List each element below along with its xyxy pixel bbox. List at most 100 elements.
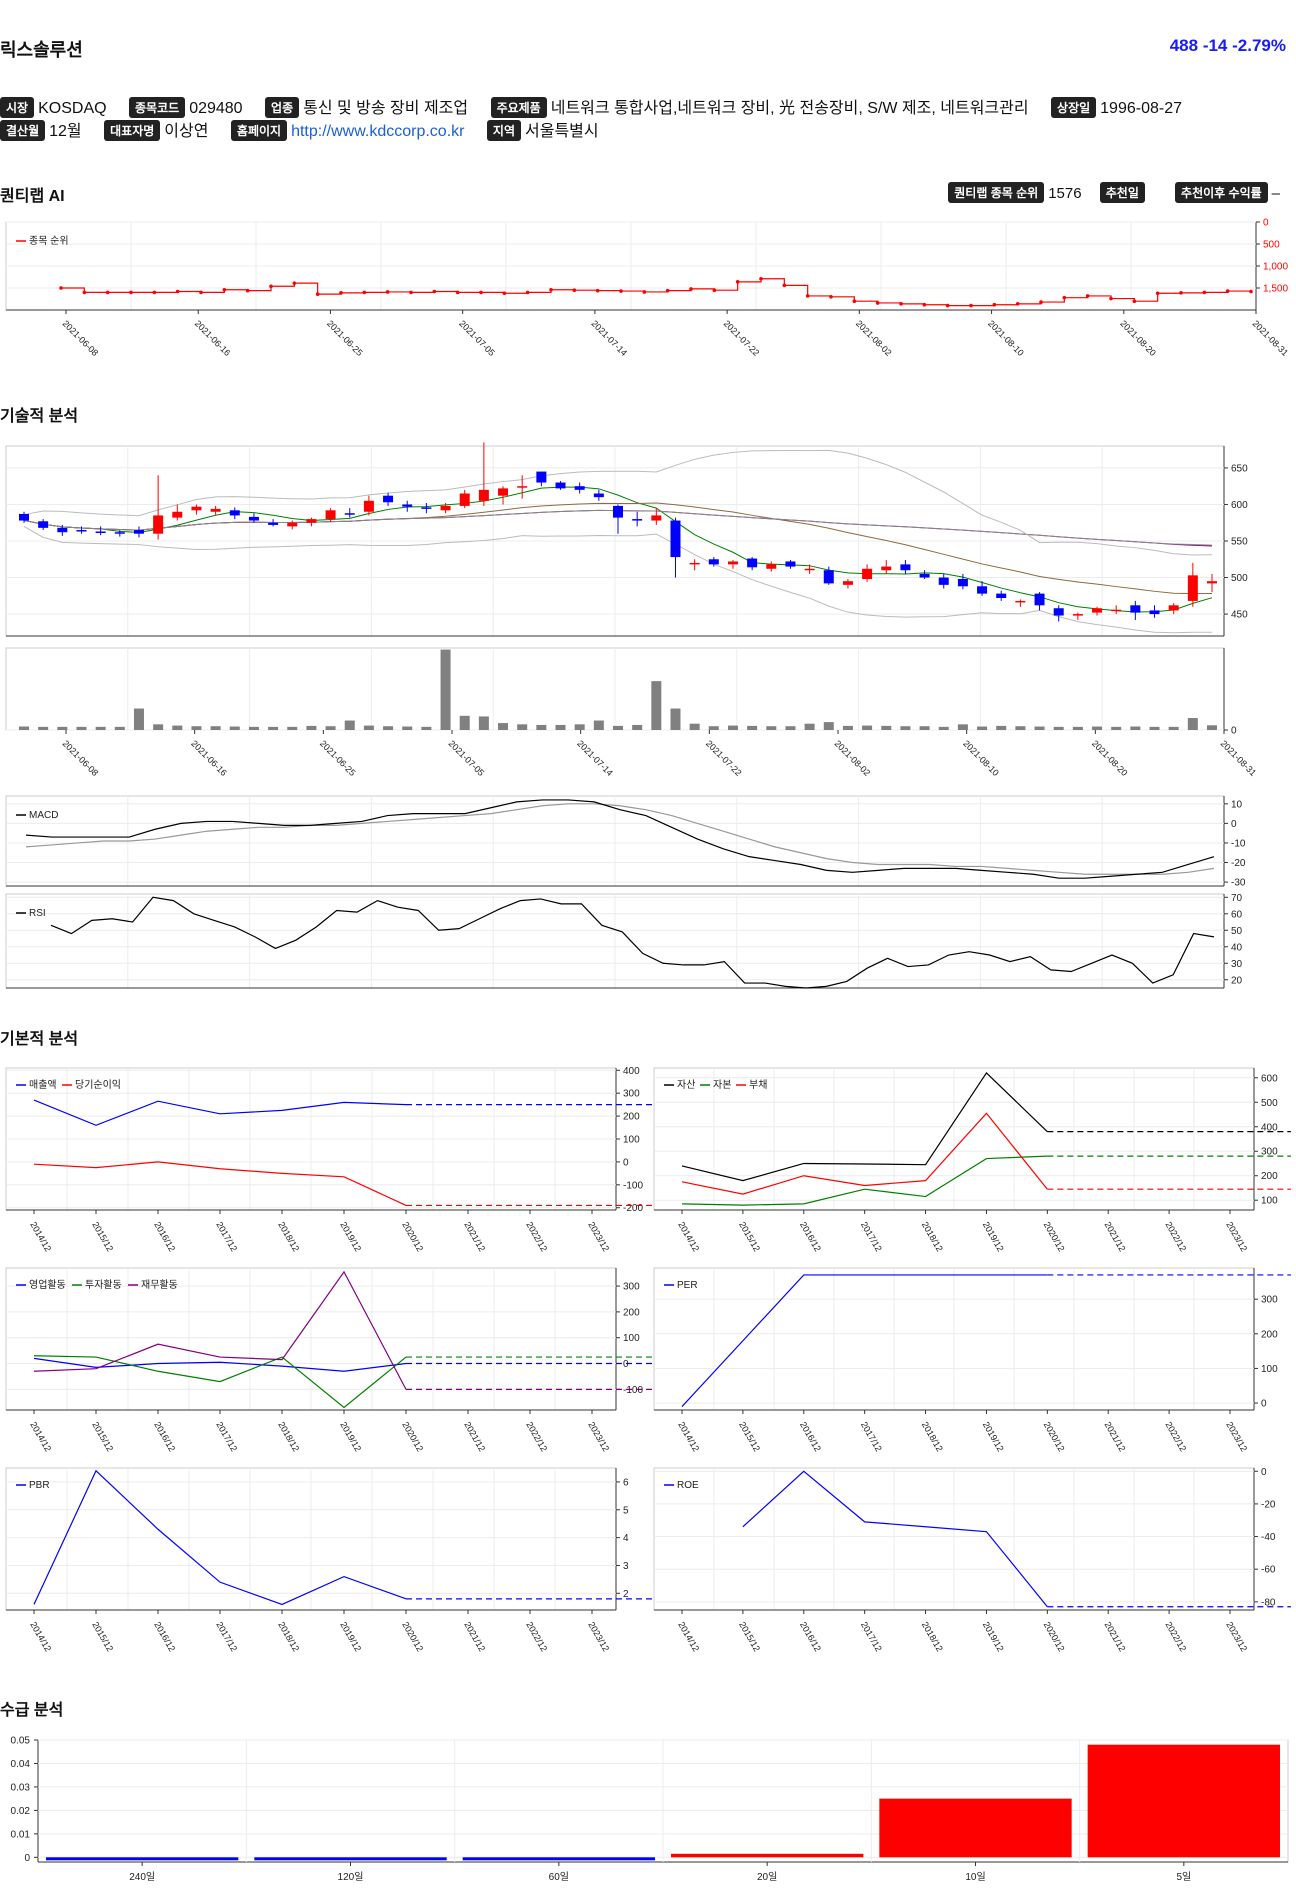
rank-point — [1085, 294, 1090, 298]
pbr-chart-ytick-label: 6 — [623, 1477, 629, 1488]
volume-chart-xtick-label: 2021-07-22 — [704, 738, 744, 778]
pbr-xtick-label: 2016/12 — [152, 1620, 177, 1653]
pbr-xtick-label: 2019/12 — [338, 1620, 363, 1653]
price-band-upper-line — [23, 449, 1213, 556]
candle-body — [1034, 593, 1045, 606]
pbr-xtick-label: 2020/12 — [400, 1620, 425, 1653]
rsi-chart-ytick-label: 30 — [1231, 959, 1243, 970]
candle-body — [1072, 614, 1083, 616]
rank-point — [292, 281, 297, 285]
candle-body — [133, 530, 144, 534]
ceo-label: 대표자명 — [104, 120, 161, 141]
financials-series-당기순이익-line — [33, 1161, 407, 1206]
rank-chart-ytick-label: 1,500 — [1263, 284, 1288, 295]
candle-body — [747, 558, 758, 568]
homepage-link[interactable]: http://www.kdccorp.co.kr — [291, 123, 465, 140]
fiscal-value: 12월 — [49, 123, 82, 140]
pbr-chart-ytick-label: 3 — [623, 1561, 629, 1572]
roe-chart-ytick-label: -80 — [1261, 1597, 1276, 1608]
supply-chart-xtick-label: 240일 — [129, 1871, 155, 1883]
company-name: 릭스솔루션 — [0, 40, 83, 60]
supply-chart-xtick-label: 10일 — [965, 1871, 985, 1883]
roe-chart-ytick-label: -60 — [1261, 1565, 1276, 1576]
volume-bar — [708, 726, 719, 730]
cashflow-series-투자활동-line — [33, 1355, 407, 1409]
candle-body — [191, 506, 202, 511]
price-chart-ytick-label: 550 — [1231, 537, 1248, 548]
volume-chart-xtick-label: 2021-07-14 — [575, 738, 615, 778]
volume-bar — [919, 726, 930, 730]
candle-body — [95, 531, 106, 533]
volume-bar — [172, 725, 183, 730]
section-supply-title: 수급 분석 — [0, 1702, 64, 1719]
candle-body — [1187, 575, 1198, 601]
rank-chart-xtick-label: 2021-08-20 — [1118, 318, 1158, 358]
pbr-chart-ytick-label: 5 — [623, 1505, 629, 1516]
cashflow-legend-label: 투자활동 — [85, 1278, 122, 1291]
candle-body — [996, 593, 1007, 598]
volume-bar — [996, 725, 1007, 730]
volume-chart-xtick-label: 2021-06-08 — [61, 738, 101, 778]
volume-chart-xtick-label: 2021-08-20 — [1090, 738, 1130, 778]
rank-point — [969, 303, 973, 308]
volume-bar — [306, 725, 317, 730]
balance-xtick-label: 2022/12 — [1163, 1220, 1188, 1253]
volume-bar — [268, 726, 279, 730]
volume-bar — [191, 726, 202, 730]
candle-body — [153, 515, 164, 534]
rank-point — [945, 303, 950, 308]
macd-chart-ytick-label: -30 — [1231, 878, 1246, 889]
balance-legend-label: 자본 — [713, 1079, 731, 1091]
per-chart-ytick-label: 0 — [1261, 1399, 1267, 1410]
candle-body — [459, 493, 470, 506]
cashflow-xtick-label: 2017/12 — [214, 1420, 239, 1453]
financials-xtick-label: 2018/12 — [276, 1220, 301, 1253]
volume-bar — [555, 724, 566, 730]
cashflow-xtick-label: 2021/12 — [462, 1420, 487, 1453]
volume-bar — [1034, 726, 1045, 730]
volume-bar — [1149, 726, 1160, 730]
rank-point — [875, 301, 880, 305]
rsi-chart-ytick-label: 70 — [1231, 893, 1243, 904]
volume-bar — [363, 725, 374, 730]
roe-xtick-label: 2023/12 — [1224, 1620, 1249, 1653]
volume-bar — [133, 708, 144, 730]
candle-body — [402, 504, 413, 507]
candle-body — [229, 510, 240, 516]
rank-point — [1062, 295, 1067, 300]
volume-chart-xtick-label: 2021-08-10 — [961, 738, 1001, 778]
cashflow-legend-label: 재무활동 — [141, 1278, 178, 1291]
pbr-xtick-label: 2022/12 — [524, 1620, 549, 1653]
per-xtick-label: 2014/12 — [676, 1420, 701, 1453]
volume-bar — [766, 726, 777, 730]
cashflow-series-재무활동-line — [33, 1270, 407, 1390]
roe-series-ROE-line — [742, 1470, 1048, 1608]
per-series-PER-line — [681, 1274, 1048, 1407]
volume-bar — [210, 726, 221, 730]
rank-value: 1576 — [1048, 185, 1082, 202]
pbr-xtick-label: 2014/12 — [28, 1620, 53, 1653]
supply-chart-ytick-label: 0.05 — [11, 1736, 31, 1747]
roe-xtick-label: 2015/12 — [737, 1620, 762, 1653]
supply-chart-xtick-label: 120일 — [338, 1871, 364, 1883]
balance-xtick-label: 2020/12 — [1042, 1220, 1067, 1253]
candle-body — [536, 471, 547, 483]
rank-point — [619, 289, 623, 293]
balance-xtick-label: 2016/12 — [798, 1220, 823, 1253]
volume-bar — [76, 726, 87, 730]
candle-body — [498, 488, 509, 496]
macd-signal-line — [25, 803, 1215, 875]
rank-point — [549, 287, 553, 292]
candle-body — [57, 527, 68, 533]
volume-bar — [229, 726, 240, 730]
rank-point — [1155, 291, 1160, 296]
volume-bar — [19, 726, 29, 730]
candle-body — [900, 564, 911, 571]
industry-value: 통신 및 방송 장비 제조업 — [303, 100, 469, 117]
supply-chart-xtick-label: 5일 — [1176, 1871, 1191, 1883]
section-fundamental-title: 기본적 분석 — [0, 1031, 79, 1048]
region-label: 지역 — [486, 120, 522, 141]
roe-xtick-label: 2019/12 — [981, 1620, 1006, 1653]
pbr-xtick-label: 2023/12 — [586, 1620, 611, 1653]
